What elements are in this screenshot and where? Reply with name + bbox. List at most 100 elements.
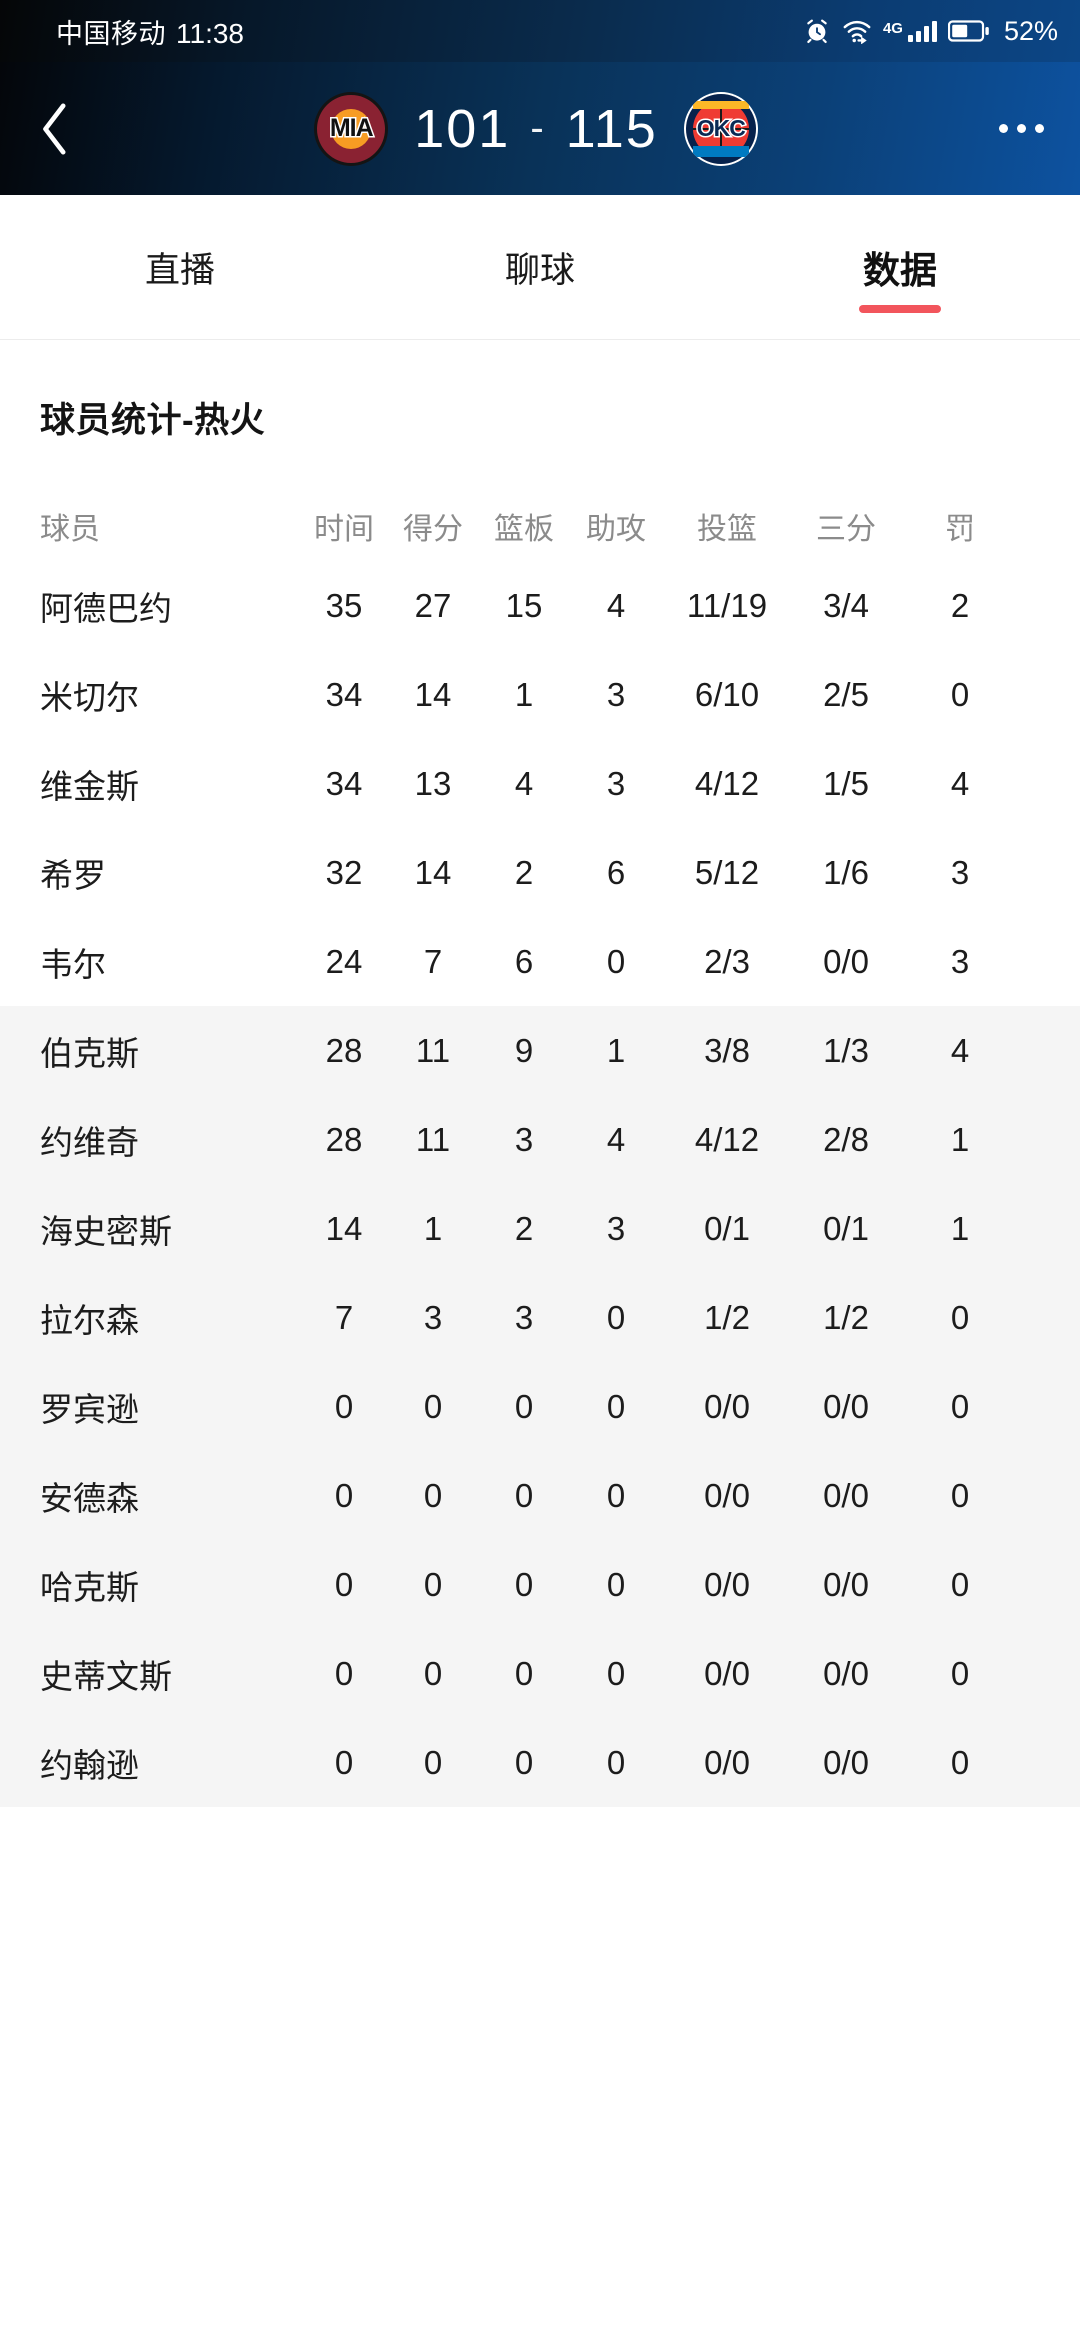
minutes-cell: 34 bbox=[325, 675, 363, 713]
column-header-points: 得分 bbox=[403, 513, 463, 546]
column-header-assists: 助攻 bbox=[586, 513, 646, 546]
rebounds-cell: 3 bbox=[514, 1298, 534, 1336]
player-stats-table: 球员 时间 得分 篮板 助攻 投篮 三分 罚 阿德巴约 35 27 15 4 11/19 3… bbox=[0, 491, 1080, 1807]
status-bar: 中国移动 11:38 4G bbox=[0, 0, 1080, 62]
table-row[interactable]: 伯克斯 28 11 9 1 3/8 1/3 4 bbox=[0, 1006, 1080, 1095]
rebounds-cell: 0 bbox=[514, 1743, 534, 1781]
minutes-cell: 0 bbox=[334, 1743, 354, 1781]
points-cell: 11 bbox=[415, 1031, 451, 1069]
threes-cell: 0/0 bbox=[823, 1654, 869, 1692]
fieldgoals-cell: 5/12 bbox=[694, 853, 760, 891]
table-row[interactable]: 哈克斯 0 0 0 0 0/0 0/0 0 bbox=[0, 1540, 1080, 1629]
carrier-label: 中国移动 bbox=[56, 18, 166, 49]
freethrows-cell: 0 bbox=[950, 1298, 970, 1336]
table-row[interactable]: 希罗 32 14 2 6 5/12 1/6 3 bbox=[0, 828, 1080, 917]
table-row[interactable]: 韦尔 24 7 6 0 2/3 0/0 3 bbox=[0, 917, 1080, 1006]
fieldgoals-cell: 0/1 bbox=[704, 1209, 750, 1247]
table-row[interactable]: 约维奇 28 11 3 4 4/12 2/8 1 bbox=[0, 1095, 1080, 1184]
table-row[interactable]: 约翰逊 0 0 0 0 0/0 0/0 0 bbox=[0, 1718, 1080, 1807]
points-cell: 7 bbox=[423, 942, 443, 980]
minutes-cell: 0 bbox=[334, 1654, 354, 1692]
assists-cell: 4 bbox=[606, 1120, 626, 1158]
table-row[interactable]: 米切尔 34 14 1 3 6/10 2/5 0 bbox=[0, 650, 1080, 739]
minutes-cell: 7 bbox=[334, 1298, 354, 1336]
minutes-cell: 14 bbox=[325, 1209, 363, 1247]
home-score: 101 bbox=[414, 98, 511, 159]
tab-chat[interactable]: 聊球 bbox=[360, 195, 720, 339]
points-cell: 11 bbox=[415, 1120, 451, 1158]
rebounds-cell: 4 bbox=[514, 764, 534, 802]
fieldgoals-cell: 0/0 bbox=[704, 1743, 750, 1781]
score-separator: - bbox=[530, 106, 546, 150]
freethrows-cell: 0 bbox=[950, 675, 970, 713]
tab-stats-label: 数据 bbox=[863, 250, 937, 291]
home-team-abbr: MIA bbox=[328, 113, 375, 144]
assists-cell: 4 bbox=[606, 586, 626, 624]
table-row[interactable]: 海史密斯 14 1 2 3 0/1 0/1 1 bbox=[0, 1184, 1080, 1273]
threes-cell: 0/1 bbox=[823, 1209, 869, 1247]
threes-cell: 1/5 bbox=[823, 764, 869, 802]
table-row[interactable]: 史蒂文斯 0 0 0 0 0/0 0/0 0 bbox=[0, 1629, 1080, 1718]
column-header-minutes: 时间 bbox=[314, 513, 374, 546]
rebounds-cell: 9 bbox=[514, 1031, 534, 1069]
back-button[interactable] bbox=[0, 99, 110, 159]
wifi-icon bbox=[842, 18, 872, 44]
tab-bar: 直播 聊球 数据 bbox=[0, 195, 1080, 340]
threes-cell: 3/4 bbox=[823, 586, 869, 624]
tab-stats[interactable]: 数据 bbox=[720, 195, 1080, 339]
threes-cell: 2/5 bbox=[823, 675, 869, 713]
column-header-name: 球员 bbox=[40, 513, 100, 546]
player-name-cell: 哈克斯 bbox=[40, 1568, 139, 1606]
table-row[interactable]: 拉尔森 7 3 3 0 1/2 1/2 0 bbox=[0, 1273, 1080, 1362]
fieldgoals-cell: 6/10 bbox=[694, 675, 760, 713]
tab-live[interactable]: 直播 bbox=[0, 195, 360, 339]
fieldgoals-cell: 0/0 bbox=[704, 1654, 750, 1692]
threes-cell: 0/0 bbox=[823, 942, 869, 980]
rebounds-cell: 6 bbox=[514, 942, 534, 980]
assists-cell: 3 bbox=[606, 675, 626, 713]
threes-cell: 2/8 bbox=[823, 1120, 869, 1158]
player-name-cell: 希罗 bbox=[40, 856, 106, 894]
rebounds-cell: 2 bbox=[514, 853, 534, 891]
signal-bars-icon bbox=[907, 20, 937, 42]
assists-cell: 0 bbox=[606, 1387, 626, 1425]
freethrows-cell: 0 bbox=[950, 1743, 970, 1781]
points-cell: 13 bbox=[414, 764, 452, 802]
away-team-logo: OKC bbox=[683, 91, 758, 166]
player-name-cell: 拉尔森 bbox=[40, 1301, 139, 1339]
assists-cell: 0 bbox=[606, 942, 626, 980]
assists-cell: 0 bbox=[606, 1298, 626, 1336]
freethrows-cell: 0 bbox=[950, 1565, 970, 1603]
assists-cell: 0 bbox=[606, 1565, 626, 1603]
fieldgoals-cell: 0/0 bbox=[704, 1387, 750, 1425]
table-row[interactable]: 罗宾逊 0 0 0 0 0/0 0/0 0 bbox=[0, 1362, 1080, 1451]
scoreboard[interactable]: MIA 101 - 115 OKC bbox=[110, 91, 962, 166]
minutes-cell: 0 bbox=[334, 1565, 354, 1603]
chevron-left-icon bbox=[34, 99, 76, 159]
overflow-menu-icon[interactable] bbox=[962, 124, 1080, 133]
minutes-cell: 0 bbox=[334, 1387, 354, 1425]
minutes-cell: 35 bbox=[325, 586, 363, 624]
threes-cell: 0/0 bbox=[823, 1387, 869, 1425]
home-team-logo: MIA bbox=[314, 91, 389, 166]
freethrows-cell: 0 bbox=[950, 1476, 970, 1514]
minutes-cell: 32 bbox=[325, 853, 363, 891]
minutes-cell: 24 bbox=[325, 942, 363, 980]
tab-live-label: 直播 bbox=[144, 250, 215, 290]
table-row[interactable]: 维金斯 34 13 4 3 4/12 1/5 4 bbox=[0, 739, 1080, 828]
points-cell: 1 bbox=[423, 1209, 443, 1247]
player-name-cell: 阿德巴约 bbox=[40, 589, 172, 627]
fieldgoals-cell: 4/12 bbox=[694, 764, 760, 802]
freethrows-cell: 2 bbox=[950, 586, 970, 624]
column-header-fieldgoals: 投篮 bbox=[697, 513, 757, 546]
table-row[interactable]: 安德森 0 0 0 0 0/0 0/0 0 bbox=[0, 1451, 1080, 1540]
table-row[interactable]: 阿德巴约 35 27 15 4 11/19 3/4 2 bbox=[0, 561, 1080, 650]
away-score: 115 bbox=[565, 98, 658, 159]
freethrows-cell: 4 bbox=[950, 1031, 970, 1069]
threes-cell: 1/6 bbox=[823, 853, 869, 891]
battery-percent-label: 52% bbox=[1003, 15, 1058, 46]
network-type-label: 4G bbox=[882, 19, 903, 37]
threes-cell: 1/2 bbox=[823, 1298, 869, 1336]
rebounds-cell: 0 bbox=[514, 1565, 534, 1603]
clock-label: 11:38 bbox=[176, 17, 244, 49]
